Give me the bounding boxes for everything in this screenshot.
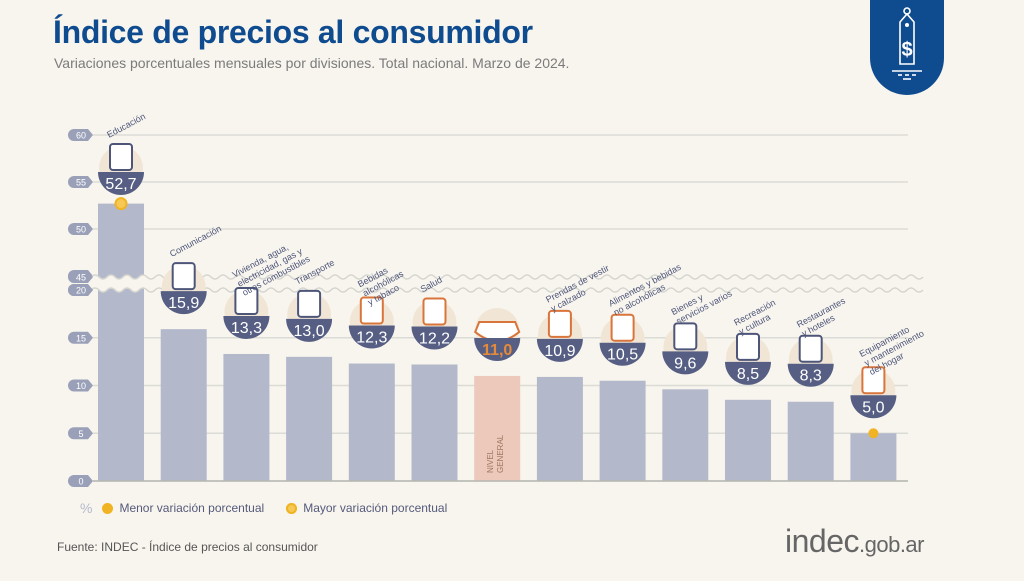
bar-chart: 0510152045505560452052,7Educación15,9Com… [68, 111, 926, 487]
value-bubble [787, 363, 834, 387]
max-marker [114, 197, 128, 211]
category-label: NIVEL [486, 449, 495, 473]
value-bubble [474, 337, 521, 361]
value-bubble [223, 315, 270, 339]
value-label: 9,6 [674, 355, 696, 372]
value-bubble [98, 172, 144, 195]
value-bubble [599, 342, 646, 366]
y-tick-badge [68, 129, 93, 141]
wine-glass-cigarette-icon [359, 296, 384, 325]
smartphone-icon [171, 262, 196, 291]
y-tick-label: 5 [78, 429, 83, 439]
y-tick-label: 20 [76, 286, 86, 296]
value-bubble [725, 361, 771, 385]
chart-legend: % Menor variación porcentual Mayor varia… [80, 500, 469, 516]
logo-main: indec [785, 523, 860, 559]
price-tag-dollar-icon: $ [892, 7, 922, 80]
y-tick-badge [68, 284, 93, 296]
y-tick-label: 45 [76, 273, 86, 283]
y-tick-badge [68, 379, 93, 392]
value-label: 12,3 [356, 330, 387, 347]
min-marker-icon [102, 502, 114, 514]
plate-cutlery-icon [798, 334, 823, 363]
source-note: Fuente: INDEC - Índice de precios al con… [57, 540, 318, 554]
bar [98, 203, 144, 481]
value-label: 10,5 [607, 347, 638, 364]
y-tick-label: 50 [76, 225, 86, 235]
y-tick-label: 60 [76, 131, 86, 141]
max-marker-icon [286, 502, 298, 514]
bar [223, 353, 270, 481]
value-bubble [411, 326, 458, 350]
legend-min-label: Menor variación porcentual [119, 501, 265, 515]
value-label: 11,0 [482, 342, 512, 359]
y-tick-badge [68, 176, 93, 188]
bar [536, 376, 583, 481]
category-label: GENERAL [496, 434, 505, 473]
value-label: 8,3 [800, 368, 822, 385]
logo-suffix: .gob.ar [859, 532, 925, 557]
bar [850, 433, 897, 481]
legend-max-label: Mayor variación porcentual [303, 501, 448, 515]
value-label: 10,9 [544, 343, 575, 360]
value-bubble [286, 318, 333, 342]
bar [286, 356, 333, 481]
value-label: 13,0 [294, 323, 325, 340]
value-label: 5,0 [862, 399, 884, 416]
header-badge: $ [870, 0, 944, 95]
value-bubble [160, 291, 207, 315]
notebook-pencil-icon [109, 143, 133, 171]
first-aid-kit-icon [422, 297, 447, 326]
value-bubble [536, 338, 583, 362]
tshirt-shoe-icon [547, 309, 572, 338]
bar [662, 389, 709, 481]
axis-break-line-upper [90, 274, 924, 280]
y-tick-label: 15 [76, 333, 86, 343]
bar [787, 401, 834, 481]
bar [348, 363, 395, 481]
bar [474, 375, 521, 481]
comb-scissors-icon [673, 322, 698, 351]
page-subtitle: Variaciones porcentuales mensuales por d… [54, 55, 570, 71]
page-title: Índice de precios al consumidor [53, 14, 533, 50]
value-label: 52,7 [105, 176, 136, 193]
value-label: 15,9 [168, 295, 199, 312]
value-bubble [850, 395, 897, 419]
bar [411, 364, 458, 481]
y-tick-badge [68, 427, 93, 440]
washing-machine-icon [861, 366, 886, 395]
y-tick-label: 0 [78, 477, 83, 487]
value-bubble [662, 351, 709, 375]
umbrella-sun-icon [736, 332, 760, 361]
value-label: 12,2 [419, 330, 450, 347]
bar [725, 399, 771, 481]
legend-item-min: Menor variación porcentual [102, 501, 264, 515]
unit-label: % [80, 500, 93, 516]
key-lightbulb-icon [234, 286, 259, 315]
axis-break-line-lower [90, 287, 924, 293]
y-tick-badge [68, 223, 93, 235]
y-tick-badge [68, 475, 93, 487]
car-sube-card-icon [297, 289, 322, 318]
bar [599, 380, 646, 481]
roast-chicken-icon [610, 313, 635, 342]
y-tick-label: 55 [76, 178, 86, 188]
value-label: 8,5 [737, 366, 759, 383]
legend-item-max: Mayor variación porcentual [286, 501, 447, 515]
indec-logo[interactable]: indec.gob.ar [785, 523, 925, 560]
value-bubble [348, 325, 395, 349]
y-tick-badge [68, 271, 93, 283]
y-tick-badge [68, 331, 93, 344]
svg-text:$: $ [901, 39, 912, 61]
value-label: 13,3 [231, 320, 262, 337]
y-tick-label: 10 [76, 381, 86, 391]
bar [160, 329, 207, 481]
min-marker [868, 428, 879, 439]
